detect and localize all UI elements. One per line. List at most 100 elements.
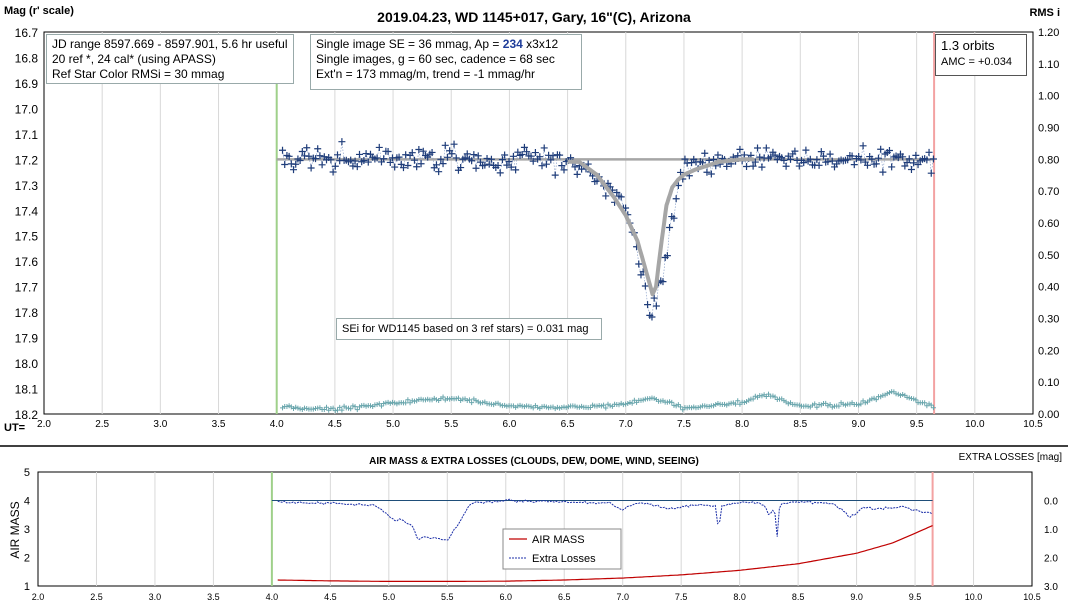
- rms-point: [561, 404, 567, 410]
- x-tick-label-bottom: 2.0: [32, 592, 45, 602]
- data-point: [461, 154, 469, 162]
- y2-axis-label-top: RMS i: [1029, 7, 1060, 19]
- data-point: [549, 152, 557, 160]
- rms-point: [475, 399, 481, 405]
- rms-point: [576, 404, 582, 410]
- x-tick-label-top: 2.5: [95, 419, 109, 430]
- rms-point: [702, 403, 708, 409]
- rms-point: [900, 392, 906, 398]
- data-point: [826, 150, 834, 158]
- rms-point: [733, 401, 739, 407]
- data-point: [503, 161, 511, 169]
- data-point: [868, 155, 876, 163]
- rms-point: [425, 396, 431, 402]
- rms-point: [884, 391, 890, 397]
- data-point: [485, 160, 493, 168]
- data-point: [701, 149, 709, 157]
- data-point: [362, 150, 370, 158]
- data-point: [736, 145, 744, 153]
- data-point: [296, 156, 304, 164]
- data-point: [501, 151, 509, 159]
- rms-point: [726, 401, 732, 407]
- data-point: [806, 155, 814, 163]
- data-point: [536, 153, 544, 161]
- y-tick-label-top: 17.4: [15, 204, 39, 218]
- rms-point: [541, 403, 547, 409]
- data-point: [402, 151, 410, 159]
- data-point: [391, 163, 399, 171]
- y2-axis-label-bottom: EXTRA LOSSES [mag]: [959, 452, 1063, 463]
- rms-point: [869, 396, 875, 402]
- data-point: [410, 156, 418, 164]
- data-point: [428, 148, 436, 156]
- rms-point: [647, 396, 653, 402]
- data-point: [885, 146, 893, 154]
- rms-point: [554, 404, 560, 410]
- x-tick-label-bottom: 4.0: [266, 592, 279, 602]
- data-point: [828, 157, 836, 165]
- rms-point: [559, 405, 565, 411]
- data-point: [782, 162, 790, 170]
- rms-point: [394, 401, 400, 407]
- y2-tick-label-top: 0.20: [1038, 345, 1059, 357]
- rms-point: [623, 401, 629, 407]
- data-point: [927, 169, 935, 177]
- data-point: [855, 153, 863, 161]
- rms-point: [297, 406, 303, 412]
- data-point: [819, 152, 827, 160]
- data-point: [498, 156, 506, 164]
- rms-point: [829, 404, 835, 410]
- data-point: [888, 163, 896, 171]
- rms-point: [911, 396, 917, 402]
- rms-point: [853, 401, 859, 407]
- data-point: [547, 156, 555, 164]
- rms-point: [823, 400, 829, 406]
- rms-point: [741, 399, 747, 405]
- data-point: [650, 294, 658, 302]
- rms-point: [352, 404, 358, 410]
- aperture-value: 234: [502, 37, 523, 51]
- y-tick-label-top: 17.6: [15, 255, 39, 269]
- y-tick-label-bottom: 4: [24, 496, 30, 508]
- data-point: [279, 146, 287, 154]
- data-point: [824, 158, 832, 166]
- data-point: [648, 313, 656, 321]
- se-line-1: Single image SE = 36 mmag, Ap = 234 x3x1…: [316, 37, 559, 51]
- rms-point: [772, 394, 778, 400]
- data-point: [617, 193, 625, 201]
- rms-point: [455, 395, 461, 401]
- info-line-3: Ref Star Color RMSi = 30 mmag: [52, 67, 225, 81]
- x-tick-label-bottom: 6.0: [500, 592, 513, 602]
- rms-point: [631, 397, 637, 403]
- legend-label-air-mass: AIR MASS: [532, 534, 585, 546]
- rms-point: [840, 401, 846, 407]
- rms-point: [466, 397, 472, 403]
- rms-point: [521, 404, 527, 410]
- x-tick-label-top: 2.0: [37, 419, 51, 430]
- data-point: [659, 278, 667, 286]
- data-point: [415, 146, 423, 154]
- data-point: [872, 160, 880, 168]
- data-point: [417, 160, 425, 168]
- data-point: [331, 162, 339, 170]
- data-point: [863, 161, 871, 169]
- data-point: [281, 160, 289, 168]
- rms-point: [587, 405, 593, 411]
- rms-point: [565, 404, 571, 410]
- x-tick-label-bottom: 3.5: [207, 592, 220, 602]
- data-point: [652, 302, 660, 310]
- se-line-3: Ext'n = 173 mmag/m, trend = -1 mmag/hr: [316, 67, 536, 81]
- y-tick-label-top: 16.8: [15, 51, 39, 65]
- rms-point: [796, 402, 802, 408]
- x-tick-label-top: 3.0: [153, 419, 167, 430]
- x-tick-label-top: 4.5: [328, 419, 342, 430]
- data-point: [644, 301, 652, 309]
- data-point: [571, 163, 579, 171]
- x-tick-label-top: 4.0: [270, 419, 284, 430]
- chart-title-bottom: AIR MASS & EXTRA LOSSES (CLOUDS, DEW, DO…: [369, 456, 699, 467]
- data-point: [303, 144, 311, 152]
- y-axis-label-bottom: AIR MASS: [8, 501, 22, 558]
- rms-point: [383, 400, 389, 406]
- data-point: [408, 149, 416, 157]
- data-point: [468, 157, 476, 165]
